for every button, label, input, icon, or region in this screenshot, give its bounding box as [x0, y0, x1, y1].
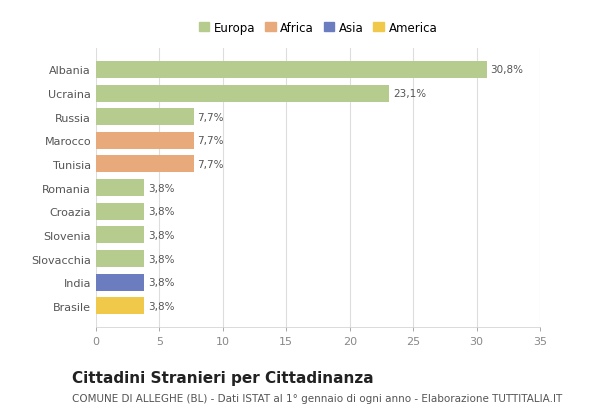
Text: 3,8%: 3,8%	[148, 301, 175, 311]
Text: 3,8%: 3,8%	[148, 183, 175, 193]
Bar	[96, 298, 144, 315]
Bar	[96, 62, 487, 79]
Text: 3,8%: 3,8%	[148, 277, 175, 288]
Bar	[96, 156, 194, 173]
Bar	[96, 227, 144, 244]
Text: 7,7%: 7,7%	[197, 160, 224, 170]
Text: 30,8%: 30,8%	[491, 65, 524, 75]
Text: 3,8%: 3,8%	[148, 207, 175, 217]
Bar	[96, 109, 194, 126]
Text: 3,8%: 3,8%	[148, 254, 175, 264]
Text: COMUNE DI ALLEGHE (BL) - Dati ISTAT al 1° gennaio di ogni anno - Elaborazione TU: COMUNE DI ALLEGHE (BL) - Dati ISTAT al 1…	[72, 393, 562, 403]
Legend: Europa, Africa, Asia, America: Europa, Africa, Asia, America	[199, 22, 437, 35]
Text: 23,1%: 23,1%	[393, 89, 426, 99]
Text: 7,7%: 7,7%	[197, 112, 224, 122]
Text: Cittadini Stranieri per Cittadinanza: Cittadini Stranieri per Cittadinanza	[72, 370, 374, 385]
Bar	[96, 133, 194, 149]
Bar	[96, 203, 144, 220]
Text: 3,8%: 3,8%	[148, 230, 175, 240]
Bar	[96, 250, 144, 267]
Bar	[96, 85, 389, 102]
Bar	[96, 274, 144, 291]
Bar	[96, 180, 144, 197]
Text: 7,7%: 7,7%	[197, 136, 224, 146]
